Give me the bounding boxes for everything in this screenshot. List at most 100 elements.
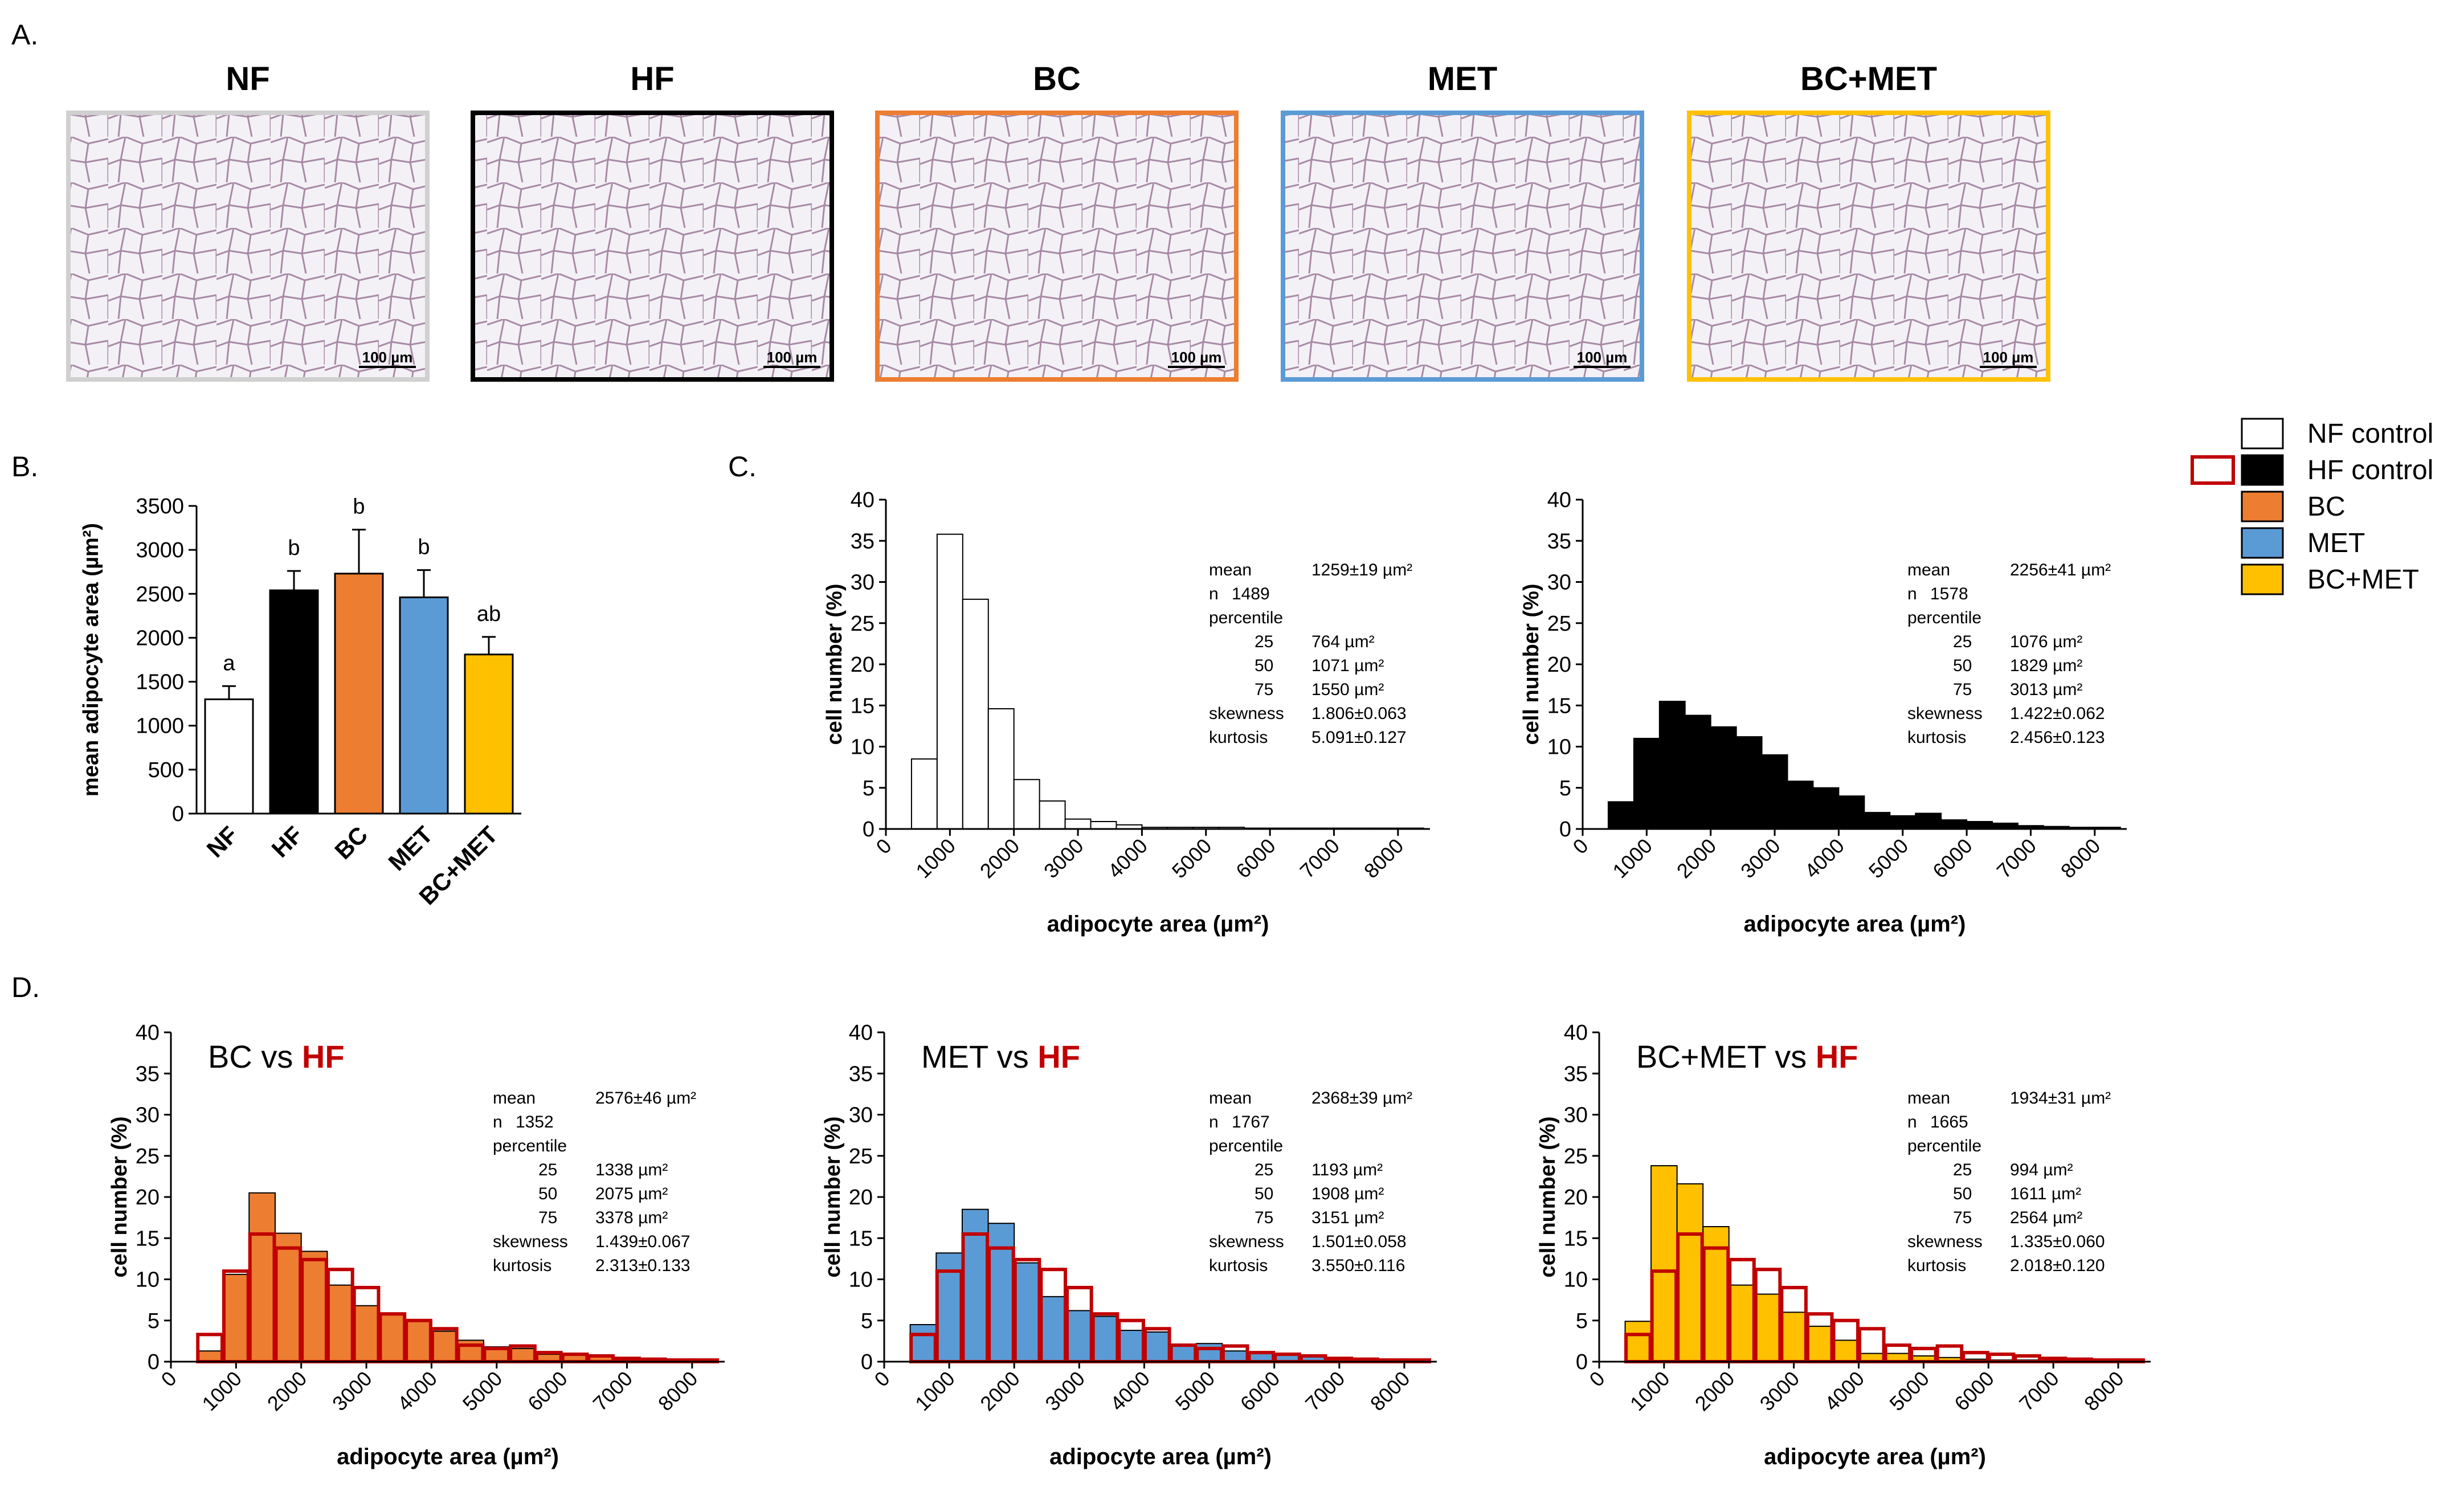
significance-letter-bc: b (353, 495, 365, 519)
x-tick-label: 4000 (1800, 834, 1849, 883)
y-tick-label: 15 (849, 1227, 873, 1251)
chart-title-group: BC vs (208, 1039, 302, 1075)
hist-bar-hf-control (1940, 819, 1968, 830)
y-axis-title: cell number (%) (823, 584, 847, 745)
hist-bar-hf-control (1710, 726, 1737, 830)
y-tick-label: 20 (849, 1186, 873, 1210)
stat-label-percentile: percentile (1209, 608, 1283, 627)
hist-bar-bc (248, 1192, 276, 1362)
y-tick-label: 40 (849, 1021, 873, 1045)
x-tick-label: 2000 (1690, 1367, 1739, 1416)
hist-bar-met (1195, 1343, 1223, 1362)
hist-bar-met (961, 1208, 989, 1363)
hist-bar-hf-control (1735, 736, 1763, 830)
y-tick-label: 5 (1559, 777, 1571, 800)
stat-label-percentile: percentile (493, 1137, 567, 1155)
legend: NF control HF control BC MET BC+MET (2191, 418, 2433, 595)
x-tick-label: 3000 (1040, 1367, 1089, 1416)
y-tick-label: 5 (861, 1309, 873, 1333)
hist-bar-hf-control (1838, 795, 1865, 830)
scale-label-nf: 100 µm (362, 349, 413, 366)
legend-swatch-bc-met (2241, 563, 2284, 595)
chart-title: BC+MET vs HF (1636, 1039, 1858, 1075)
x-tick-label: 1000 (910, 1367, 959, 1416)
stat-value-50: 1829 µm² (2010, 656, 2082, 675)
micrograph-met (1281, 111, 1644, 382)
y-tick-label: 15 (136, 1227, 160, 1251)
stat-label-25: 25 (1953, 632, 1972, 651)
stat-label-kurtosis: kurtosis (1209, 1256, 1268, 1275)
x-tick-label: 4000 (1106, 1367, 1155, 1416)
bar-hf (269, 589, 319, 815)
y-tick-label: 5 (148, 1309, 160, 1333)
y-tick-label: 3000 (136, 538, 184, 562)
hist-bar-hf-control (1684, 714, 1711, 830)
x-tick-label: 0 (1568, 834, 1593, 859)
x-axis-title: adipocyte area (µm²) (1744, 912, 1966, 937)
y-tick-label: 15 (1564, 1227, 1588, 1251)
stat-label-mean: mean (493, 1089, 536, 1108)
y-tick-label: 40 (1547, 488, 1571, 512)
stat-value-25: 1338 µm² (595, 1161, 668, 1179)
hist-bar-met (987, 1223, 1015, 1362)
stat-value-25: 994 µm² (2010, 1161, 2073, 1179)
chart-title: MET vs HF (921, 1039, 1080, 1075)
hist-bar-outline-hf-control (1987, 1352, 2016, 1364)
x-tick-label: 8000 (1366, 1367, 1415, 1416)
y-tick-label: 25 (1564, 1145, 1588, 1169)
image-title-met: MET (1428, 60, 1497, 97)
significance-letter-nf: a (223, 651, 235, 675)
hist-bar-nf-control (1090, 820, 1117, 830)
chart-title-group: MET vs (921, 1039, 1037, 1075)
panel-c-label: C. (728, 451, 757, 483)
x-tick-label: 0 (870, 1367, 894, 1391)
stat-label-25: 25 (1255, 632, 1273, 651)
hist-bar-nf-control (962, 598, 989, 830)
y-tick-label: 30 (1564, 1104, 1588, 1127)
stat-value-n: 1489 (1232, 585, 1270, 603)
x-axis-title: adipocyte area (µm²) (1047, 912, 1269, 937)
hist-bar-bc-met (1676, 1183, 1704, 1362)
stat-value-75: 1550 µm² (1311, 680, 1384, 699)
stat-label-n: n (493, 1113, 502, 1131)
hist-bar-met (1065, 1310, 1093, 1362)
hist-bar-bc (457, 1339, 484, 1362)
scale-label-bc: 100 µm (1171, 349, 1222, 366)
hist-bar-bc (431, 1330, 459, 1362)
x-tick-label: 8000 (2056, 834, 2105, 883)
x-tick-label: 5000 (1171, 1367, 1220, 1416)
y-tick-label: 30 (136, 1104, 160, 1127)
stat-label-skewness: skewness (1907, 1232, 1983, 1251)
x-tick-label: 8000 (653, 1367, 702, 1416)
hist-bar-bc (509, 1347, 537, 1362)
x-tick-label: 1000 (1608, 834, 1657, 883)
legend-swatch-hf-outline (2191, 455, 2235, 485)
legend-label-hf-control: HF control (2307, 455, 2433, 485)
stat-value-skewness: 1.501±0.058 (1311, 1232, 1407, 1251)
y-tick-label: 20 (1547, 653, 1571, 677)
hist-bar-bc (222, 1273, 250, 1363)
stat-label-50: 50 (1953, 1184, 1972, 1203)
stat-label-kurtosis: kurtosis (1907, 1256, 1966, 1275)
stat-value-skewness: 1.806±0.063 (1311, 704, 1407, 723)
y-tick-label: 30 (1547, 571, 1571, 595)
stat-value-75: 3378 µm² (595, 1208, 668, 1227)
stat-label-mean: mean (1907, 1089, 1950, 1108)
image-title-nf: NF (226, 60, 269, 97)
y-tick-label: 10 (1547, 736, 1571, 759)
y-axis-title: cell number (%) (1536, 1117, 1560, 1278)
hist-bar-hf-control (1607, 801, 1635, 830)
stat-label-mean: mean (1907, 561, 1950, 579)
y-tick-label: 0 (148, 1350, 160, 1374)
stat-value-75: 3013 µm² (2010, 680, 2082, 699)
x-tick-label: 2000 (975, 834, 1024, 883)
y-tick-label: 5 (863, 777, 875, 800)
stat-label-n: n (1907, 1113, 1917, 1131)
y-tick-label: 2000 (136, 626, 184, 650)
y-tick-label: 0 (1559, 818, 1571, 841)
stat-value-25: 764 µm² (1311, 632, 1375, 651)
hist-bar-met (1092, 1316, 1119, 1362)
x-tick-label: 7000 (589, 1367, 638, 1416)
stat-value-75: 3151 µm² (1311, 1208, 1384, 1227)
hist-bar-bc-met (1650, 1165, 1678, 1362)
